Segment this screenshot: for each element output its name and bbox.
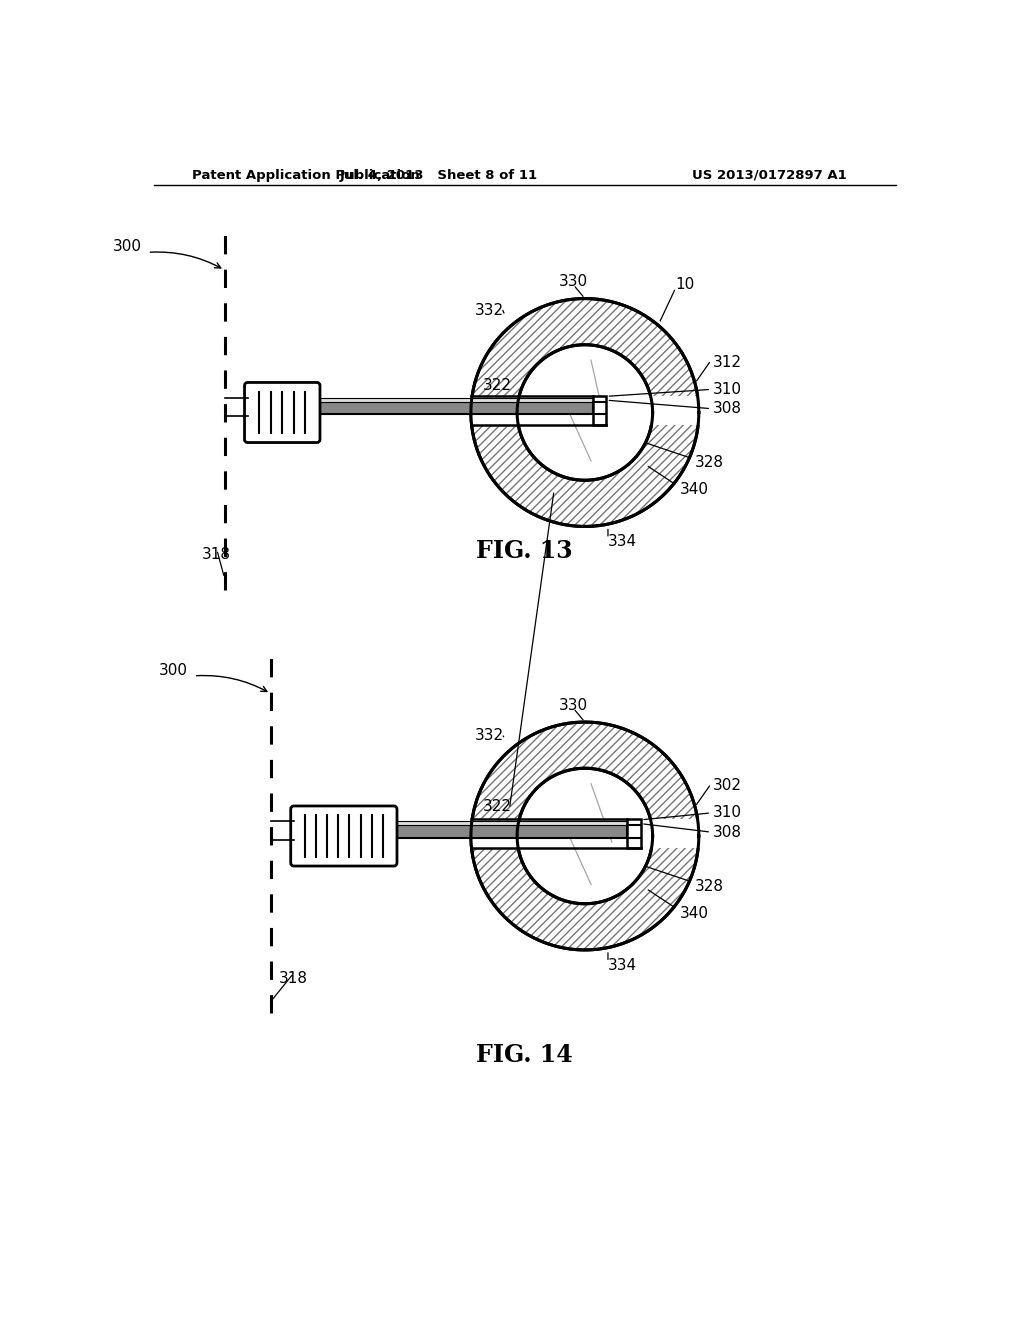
Polygon shape (394, 825, 628, 838)
Text: 308: 308 (713, 825, 741, 840)
Text: 332: 332 (475, 302, 504, 318)
Text: 322: 322 (482, 378, 511, 393)
Text: 308: 308 (713, 401, 741, 416)
Text: 318: 318 (279, 972, 307, 986)
Polygon shape (470, 396, 702, 425)
Polygon shape (471, 722, 698, 950)
Text: 300: 300 (159, 663, 188, 678)
Text: FIG. 14: FIG. 14 (476, 1043, 573, 1068)
Text: 334: 334 (608, 535, 637, 549)
Text: FIG. 13: FIG. 13 (476, 539, 573, 564)
Text: Jul. 4, 2013   Sheet 8 of 11: Jul. 4, 2013 Sheet 8 of 11 (340, 169, 538, 182)
Polygon shape (628, 818, 641, 849)
Text: 332: 332 (475, 729, 504, 743)
Polygon shape (316, 401, 593, 414)
Text: 322: 322 (482, 799, 511, 814)
Text: 10: 10 (676, 277, 695, 292)
Text: 330: 330 (559, 275, 588, 289)
FancyBboxPatch shape (291, 807, 397, 866)
Text: 328: 328 (695, 879, 724, 894)
Text: Patent Application Publication: Patent Application Publication (193, 169, 420, 182)
Polygon shape (593, 396, 606, 425)
Text: 300: 300 (113, 239, 142, 255)
Text: 330: 330 (559, 697, 588, 713)
Text: 318: 318 (202, 548, 230, 562)
Text: 302: 302 (713, 779, 741, 793)
Text: 334: 334 (608, 958, 637, 973)
Text: 310: 310 (713, 805, 741, 821)
Text: 310: 310 (713, 381, 741, 397)
Text: 340: 340 (680, 482, 709, 498)
Polygon shape (470, 818, 702, 849)
Text: 312: 312 (713, 355, 741, 370)
Text: 328: 328 (695, 455, 724, 470)
Polygon shape (394, 821, 628, 825)
Text: US 2013/0172897 A1: US 2013/0172897 A1 (692, 169, 847, 182)
Polygon shape (471, 298, 698, 527)
Text: 340: 340 (680, 906, 709, 920)
FancyBboxPatch shape (245, 383, 319, 442)
Polygon shape (316, 397, 593, 401)
